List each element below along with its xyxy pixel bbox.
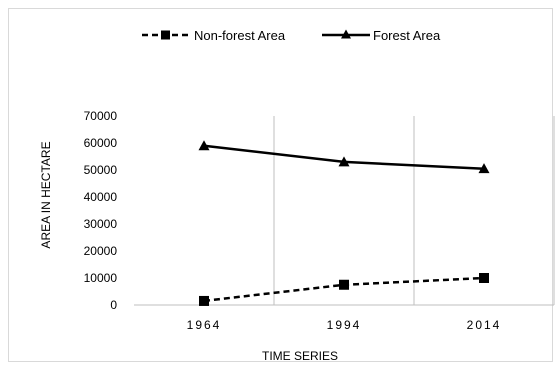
data-point-square — [339, 279, 349, 290]
y-axis-title: AREA IN HECTARE — [39, 141, 53, 248]
data-point-triangle — [338, 156, 350, 167]
grid-lines — [273, 116, 555, 305]
series-nonforest — [199, 273, 489, 306]
legend-marker-forest — [341, 29, 351, 39]
y-tick-label: 10000 — [84, 271, 118, 285]
y-tick-label: 20000 — [84, 244, 118, 258]
data-point-square — [199, 295, 209, 306]
legend-item-forest: Forest Area — [322, 28, 441, 43]
data-point-square — [479, 273, 489, 283]
y-tick-label: 50000 — [84, 163, 118, 177]
y-axis-ticks: 0 10000 20000 30000 40000 50000 60000 70000 — [84, 109, 118, 312]
legend-label-forest: Forest Area — [373, 28, 441, 43]
y-tick-label: 0 — [110, 298, 117, 312]
series-forest — [198, 140, 490, 174]
legend-label-nonforest: Non-forest Area — [194, 28, 286, 43]
data-point-triangle — [478, 163, 490, 174]
y-tick-label: 30000 — [84, 217, 118, 231]
legend-item-nonforest: Non-forest Area — [142, 28, 286, 43]
y-tick-label: 70000 — [84, 109, 118, 123]
x-axis-ticks: 1964 1994 2014 — [187, 318, 502, 332]
x-tick-label: 1994 — [327, 318, 362, 332]
data-point-triangle — [198, 140, 210, 151]
x-axis-title: TIME SERIES — [262, 349, 338, 363]
legend-marker-nonforest — [161, 30, 170, 40]
legend: Non-forest Area Forest Area — [142, 28, 441, 43]
chart-frame — [8, 8, 553, 362]
y-tick-label: 40000 — [84, 190, 118, 204]
y-tick-label: 60000 — [84, 136, 118, 150]
x-tick-label: 2014 — [467, 318, 502, 332]
x-tick-label: 1964 — [187, 318, 222, 332]
series-layer — [198, 140, 490, 306]
